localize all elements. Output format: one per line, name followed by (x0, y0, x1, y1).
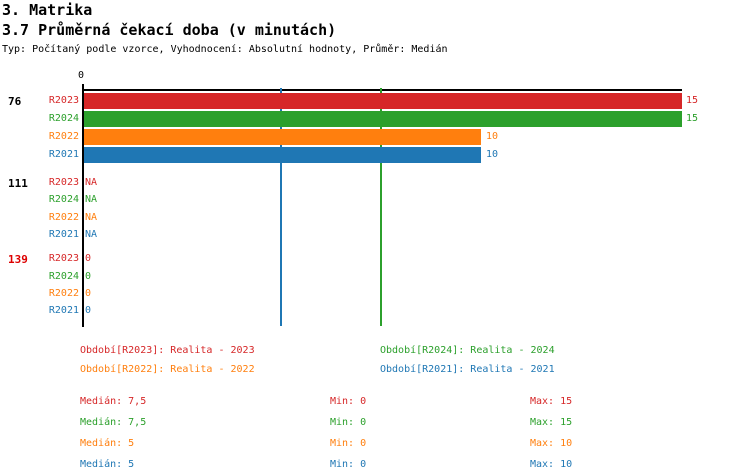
group-label-139: 139 (8, 253, 28, 266)
row-label: R2021 (48, 305, 79, 316)
chart-title: 3.7 Průměrná čekací doba (v minutách) (2, 21, 337, 39)
row-label: R2022 (48, 131, 79, 142)
legend-item-r2023: Období[R2023]: Realita - 2023 (80, 345, 255, 356)
bar-76-r2023 (84, 93, 682, 109)
stat-min: Min: 0 (330, 417, 367, 428)
bar-value-label: 0 (85, 271, 92, 282)
stat-min: Min: 0 (330, 396, 367, 407)
median-line-r2021 (280, 88, 282, 326)
row-label: R2023 (48, 177, 79, 188)
bar-value-label: 15 (686, 113, 699, 124)
stat-min: Min: 0 (330, 438, 367, 449)
legend-item-r2022: Období[R2022]: Realita - 2022 (80, 364, 255, 375)
bar-value-label: 10 (486, 149, 499, 160)
stat-max: Max: 15 (530, 396, 573, 407)
bar-76-r2024 (84, 111, 682, 127)
page-title: 3. Matrika (2, 1, 93, 19)
row-label: R2024 (48, 271, 79, 282)
stat-median: Medián: 5 (80, 459, 135, 470)
bar-value-label: NA (85, 194, 98, 205)
bar-value-label: 0 (85, 305, 92, 316)
legend-item-r2021: Období[R2021]: Realita - 2021 (380, 364, 555, 375)
stat-median: Medián: 7,5 (80, 417, 147, 428)
bar-value-label: 0 (85, 253, 92, 264)
row-label: R2021 (48, 229, 79, 240)
row-label: R2023 (48, 253, 79, 264)
bar-value-label: NA (85, 229, 98, 240)
row-label: R2023 (48, 95, 79, 106)
y-axis-line (82, 84, 84, 327)
bar-value-label: 15 (686, 95, 699, 106)
stat-min: Min: 0 (330, 459, 367, 470)
row-label: R2024 (48, 113, 79, 124)
stat-max: Max: 10 (530, 459, 573, 470)
bar-value-label: NA (85, 177, 98, 188)
median-line-r2024 (380, 88, 382, 326)
legend-item-r2024: Období[R2024]: Realita - 2024 (380, 345, 555, 356)
row-label: R2021 (48, 149, 79, 160)
group-label-111: 111 (8, 177, 28, 190)
bar-value-label: 0 (85, 288, 92, 299)
row-label: R2024 (48, 194, 79, 205)
stat-median: Medián: 7,5 (80, 396, 147, 407)
bar-value-label: 10 (486, 131, 499, 142)
stat-max: Max: 10 (530, 438, 573, 449)
chart-meta-line: Typ: Počítaný podle vzorce, Vyhodnocení:… (2, 44, 448, 55)
row-label: R2022 (48, 212, 79, 223)
axis-origin-label: 0 (78, 70, 85, 81)
x-axis-line (82, 89, 682, 91)
bar-76-r2022 (84, 129, 481, 145)
group-label-76: 76 (8, 95, 22, 108)
row-label: R2022 (48, 288, 79, 299)
stat-median: Medián: 5 (80, 438, 135, 449)
bar-value-label: NA (85, 212, 98, 223)
stat-max: Max: 15 (530, 417, 573, 428)
bar-76-r2021 (84, 147, 481, 163)
